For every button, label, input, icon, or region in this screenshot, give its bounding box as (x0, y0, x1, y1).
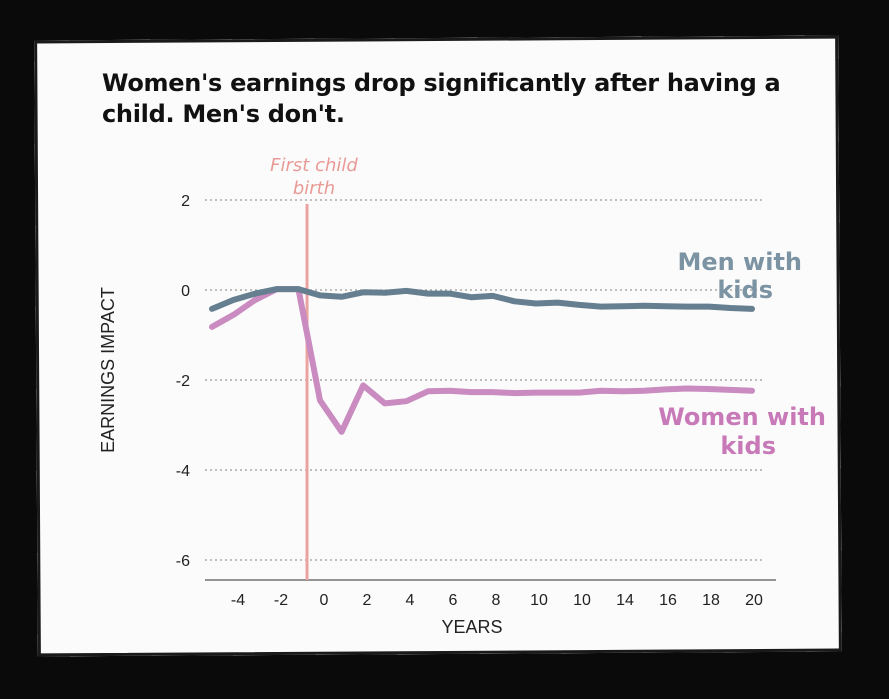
series-lines (209, 204, 755, 580)
birth-annotation-line1: First child (270, 155, 358, 176)
x-tick-label: 10 (573, 592, 591, 609)
x-tick-label: 0 (320, 592, 329, 609)
x-tick-label: 10 (530, 592, 548, 609)
y-tick-label: -6 (176, 553, 190, 570)
chart-title: Women's earnings drop significantly afte… (102, 69, 781, 128)
x-tick-label: 8 (492, 592, 501, 609)
x-tick-label: 16 (659, 592, 677, 609)
x-tick-label: -2 (274, 592, 288, 609)
x-axis-label: YEARS (441, 617, 502, 637)
y-tick-label: 2 (181, 193, 190, 210)
women-series-label-line1: Women with (658, 403, 826, 431)
birth-annotation-line2: birth (293, 178, 335, 199)
y-tick-label: -4 (176, 463, 190, 480)
men-with-kids-line (209, 286, 755, 312)
x-tick-label: 4 (406, 592, 415, 609)
grid-lines (205, 199, 776, 581)
men-series-label-line1: Men with (677, 248, 802, 276)
x-tick-labels: -4 -2 0 2 4 6 8 10 10 14 16 18 20 (231, 592, 763, 609)
y-tick-labels: 2 0 -2 -4 -6 (176, 193, 190, 570)
y-axis-label: EARNINGS IMPACT (98, 287, 118, 453)
x-tick-label: 18 (702, 592, 720, 609)
women-series-label-line2: kids (720, 432, 776, 460)
x-tick-label: 20 (745, 592, 763, 609)
y-tick-label: 0 (181, 283, 190, 300)
men-series-label-line2: kids (717, 276, 773, 304)
women-with-kids-line (209, 286, 755, 435)
x-tick-label: -4 (231, 592, 245, 609)
x-tick-label: 6 (449, 592, 458, 609)
x-tick-label: 14 (616, 592, 634, 609)
x-tick-label: 2 (363, 592, 372, 609)
y-tick-label: -2 (176, 373, 190, 390)
